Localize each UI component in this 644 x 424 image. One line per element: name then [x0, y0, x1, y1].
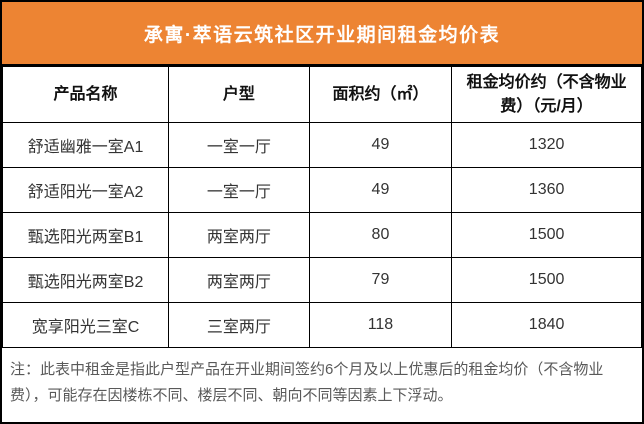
column-header-rent-price: 租金均价约（不含物业费）（元/月） — [451, 66, 642, 123]
table-row: 宽享阳光三室C 三室两厅 118 1840 — [2, 302, 642, 348]
table-row: 甄选阳光两室B2 两室两厅 79 1500 — [2, 257, 642, 303]
cell-layout: 三室两厅 — [168, 302, 310, 348]
cell-rent-price: 1500 — [451, 212, 642, 258]
cell-rent-price: 1360 — [451, 167, 642, 213]
cell-product-name: 宽享阳光三室C — [2, 302, 170, 348]
column-header-product-name: 产品名称 — [2, 66, 170, 123]
column-header-area: 面积约（㎡） — [308, 66, 453, 123]
cell-rent-price: 1500 — [451, 257, 642, 303]
cell-product-name: 舒适幽雅一室A1 — [2, 122, 170, 168]
title-bar: 承寓·萃语云筑社区开业期间租金均价表 — [2, 2, 642, 66]
cell-layout: 一室一厅 — [168, 167, 310, 213]
cell-layout: 两室两厅 — [168, 257, 310, 303]
cell-rent-price: 1320 — [451, 122, 642, 168]
cell-rent-price: 1840 — [451, 302, 642, 348]
page-title: 承寓·萃语云筑社区开业期间租金均价表 — [143, 24, 501, 46]
cell-product-name: 甄选阳光两室B2 — [2, 257, 170, 303]
cell-layout: 两室两厅 — [168, 212, 310, 258]
table-row: 舒适幽雅一室A1 一室一厅 49 1320 — [2, 122, 642, 168]
cell-area: 79 — [308, 257, 453, 303]
cell-area: 80 — [308, 212, 453, 258]
column-header-layout: 户型 — [168, 66, 310, 123]
table-row: 甄选阳光两室B1 两室两厅 80 1500 — [2, 212, 642, 258]
cell-product-name: 甄选阳光两室B1 — [2, 212, 170, 258]
footnote: 注：此表中租金是指此户型产品在开业期间签约6个月及以上优惠后的租金均价（不含物业… — [2, 348, 642, 422]
cell-area: 49 — [308, 122, 453, 168]
cell-area: 118 — [308, 302, 453, 348]
header-row: 产品名称 户型 面积约（㎡） 租金均价约（不含物业费）（元/月） — [2, 66, 642, 123]
cell-area: 49 — [308, 167, 453, 213]
table-row: 舒适阳光一室A2 一室一厅 49 1360 — [2, 167, 642, 213]
rent-price-table: 产品名称 户型 面积约（㎡） 租金均价约（不含物业费）（元/月） 舒适幽雅一室A… — [2, 66, 642, 348]
cell-layout: 一室一厅 — [168, 122, 310, 168]
cell-product-name: 舒适阳光一室A2 — [2, 167, 170, 213]
